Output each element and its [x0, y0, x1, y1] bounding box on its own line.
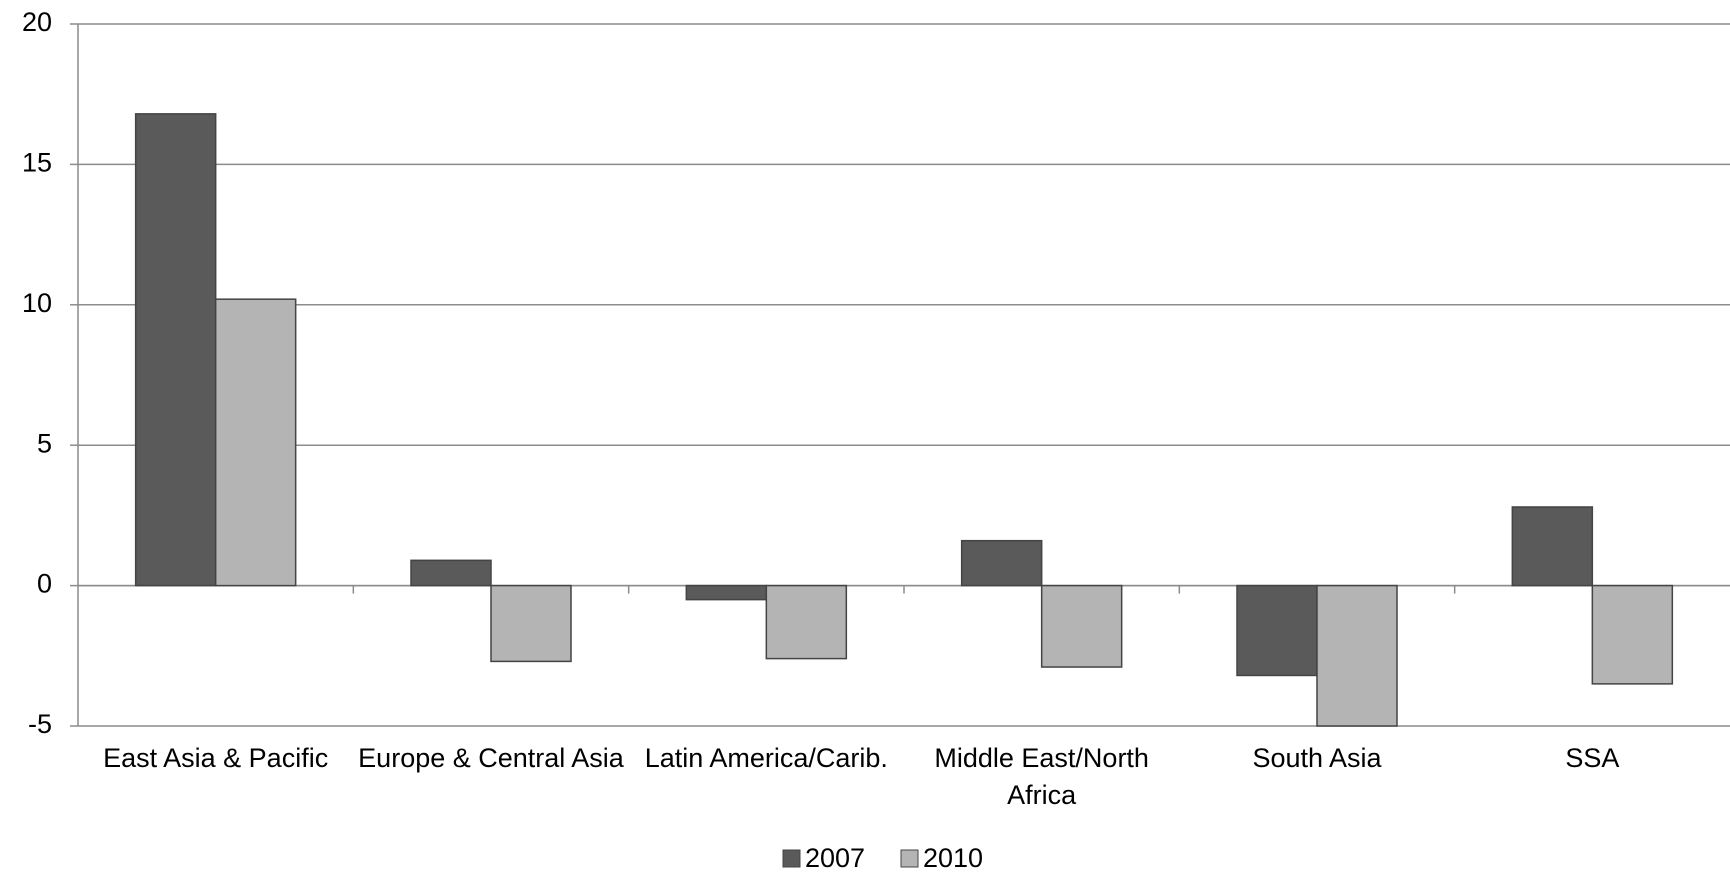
bar	[134, 113, 217, 587]
legend-swatch	[782, 849, 801, 868]
bar	[960, 539, 1043, 587]
x-tick-label: Europe & Central Asia	[358, 743, 624, 773]
x-tick-label: Middle East/North Africa	[934, 743, 1149, 810]
y-tick-label: 20	[22, 7, 52, 37]
bar	[214, 298, 297, 587]
bar	[685, 584, 768, 601]
bar	[765, 584, 848, 660]
bar	[1040, 584, 1123, 668]
bar	[1591, 584, 1674, 685]
legend-label: 2010	[923, 843, 983, 873]
legend-swatch	[900, 849, 919, 868]
x-tick-label: East Asia & Pacific	[103, 743, 329, 773]
bar	[1511, 506, 1594, 587]
y-tick-label: -5	[28, 709, 52, 739]
x-tick-label: SSA	[1565, 743, 1620, 773]
bar	[1316, 584, 1398, 727]
x-tick-label: South Asia	[1252, 743, 1382, 773]
legend-label: 2007	[805, 843, 865, 873]
bar	[410, 559, 492, 587]
y-tick-label: 5	[37, 428, 52, 458]
x-tick-label: Latin America/Carib.	[644, 743, 888, 773]
bar	[1236, 584, 1318, 677]
bar	[490, 584, 572, 663]
y-tick-label: 15	[22, 148, 52, 178]
y-tick-label: 0	[37, 569, 52, 599]
y-tick-label: 10	[22, 288, 52, 318]
